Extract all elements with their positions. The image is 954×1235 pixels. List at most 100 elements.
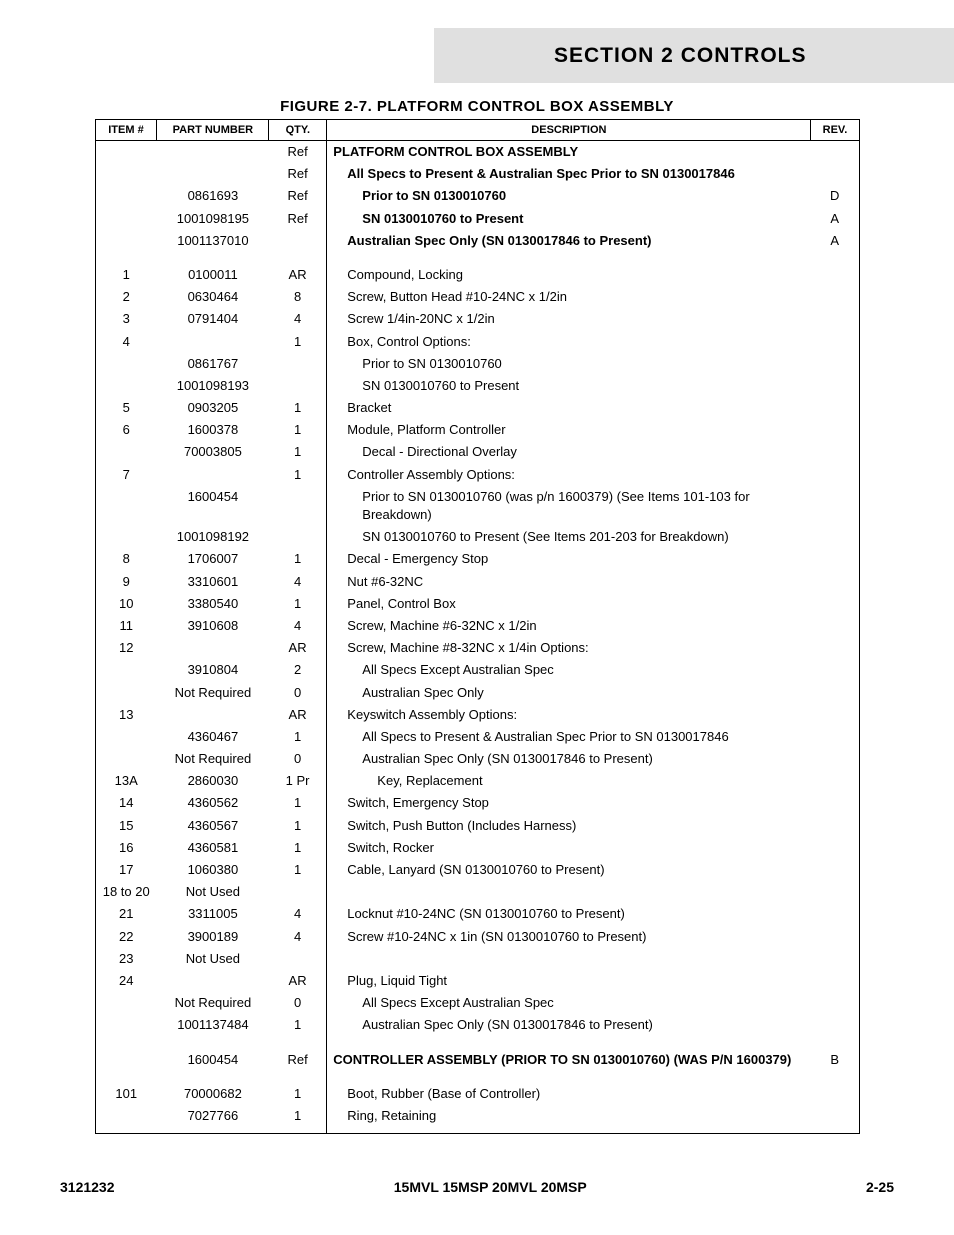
figure-title: FIGURE 2-7. PLATFORM CONTROL BOX ASSEMBL… <box>60 98 894 115</box>
cell-rev <box>811 970 859 992</box>
cell-desc <box>327 948 811 970</box>
table-row: 509032051Bracket <box>95 397 859 419</box>
cell-item <box>95 1049 157 1071</box>
cell-item <box>95 375 157 397</box>
cell-rev <box>811 748 859 770</box>
table-row: 1710603801Cable, Lanyard (SN 0130010760 … <box>95 859 859 881</box>
cell-desc: Keyswitch Assembly Options: <box>327 704 811 726</box>
cell-qty: 1 <box>269 397 327 419</box>
table-row: 43604671All Specs to Present & Australia… <box>95 726 859 748</box>
cell-desc: Panel, Control Box <box>327 593 811 615</box>
cell-rev <box>811 948 859 970</box>
cell-part: 4360567 <box>157 815 269 837</box>
cell-qty: AR <box>269 970 327 992</box>
table-row: 10011374841Australian Spec Only (SN 0130… <box>95 1014 859 1036</box>
table-row: 1001098192SN 0130010760 to Present (See … <box>95 526 859 548</box>
cell-desc: Decal - Directional Overlay <box>327 441 811 463</box>
table-row: 10100011ARCompound, Locking <box>95 264 859 286</box>
cell-part: 1001098192 <box>157 526 269 548</box>
cell-desc: Switch, Push Button (Includes Harness) <box>327 815 811 837</box>
header-item: ITEM # <box>95 120 157 141</box>
table-row: 0861767Prior to SN 0130010760 <box>95 353 859 375</box>
cell-item: 7 <box>95 464 157 486</box>
cell-rev <box>811 331 859 353</box>
cell-desc: Australian Spec Only (SN 0130017846 to P… <box>327 748 811 770</box>
cell-item <box>95 163 157 185</box>
cell-desc: Screw, Button Head #10-24NC x 1/2in <box>327 286 811 308</box>
cell-qty: 1 <box>269 792 327 814</box>
cell-desc: Prior to SN 0130010760 (was p/n 1600379)… <box>327 486 811 526</box>
cell-part <box>157 704 269 726</box>
footer-right: 2-25 <box>866 1179 894 1195</box>
table-row: 101700006821Boot, Rubber (Base of Contro… <box>95 1083 859 1105</box>
cell-item: 8 <box>95 548 157 570</box>
cell-qty <box>269 881 327 903</box>
table-row <box>95 252 859 264</box>
cell-item: 3 <box>95 308 157 330</box>
cell-desc: All Specs Except Australian Spec <box>327 659 811 681</box>
cell-item: 4 <box>95 331 157 353</box>
cell-part: 4360581 <box>157 837 269 859</box>
cell-rev <box>811 815 859 837</box>
cell-rev <box>811 486 859 526</box>
cell-rev <box>811 464 859 486</box>
cell-qty <box>269 375 327 397</box>
cell-item: 101 <box>95 1083 157 1105</box>
cell-qty: 1 <box>269 859 327 881</box>
cell-qty: AR <box>269 264 327 286</box>
cell-item: 5 <box>95 397 157 419</box>
cell-rev <box>811 548 859 570</box>
cell-item <box>95 726 157 748</box>
cell-part: 7027766 <box>157 1105 269 1134</box>
cell-part: 2860030 <box>157 770 269 792</box>
cell-desc: Decal - Emergency Stop <box>327 548 811 570</box>
cell-rev: B <box>811 1049 859 1071</box>
cell-qty: 1 <box>269 837 327 859</box>
cell-part <box>157 464 269 486</box>
cell-rev <box>811 526 859 548</box>
cell-part: 4360467 <box>157 726 269 748</box>
table-row: 23Not Used <box>95 948 859 970</box>
cell-qty: 1 <box>269 1014 327 1036</box>
cell-qty: 4 <box>269 903 327 925</box>
cell-desc: Australian Spec Only (SN 0130017846 to P… <box>327 230 811 252</box>
cell-rev <box>811 353 859 375</box>
cell-desc: All Specs to Present & Australian Spec P… <box>327 163 811 185</box>
table-row: 13ARKeyswitch Assembly Options: <box>95 704 859 726</box>
table-row: 206304648Screw, Button Head #10-24NC x 1… <box>95 286 859 308</box>
cell-item: 10 <box>95 593 157 615</box>
cell-qty: Ref <box>269 141 327 164</box>
header-qty: QTY. <box>269 120 327 141</box>
cell-desc: Controller Assembly Options: <box>327 464 811 486</box>
cell-desc: Australian Spec Only <box>327 682 811 704</box>
cell-rev <box>811 659 859 681</box>
table-row: 71Controller Assembly Options: <box>95 464 859 486</box>
cell-rev <box>811 1105 859 1134</box>
cell-part: 3380540 <box>157 593 269 615</box>
cell-part <box>157 637 269 659</box>
table-row <box>95 1037 859 1049</box>
cell-part: Not Required <box>157 992 269 1014</box>
cell-part: 0791404 <box>157 308 269 330</box>
table-row: 1600454RefCONTROLLER ASSEMBLY (PRIOR TO … <box>95 1049 859 1071</box>
table-row: 2239001894Screw #10-24NC x 1in (SN 01300… <box>95 926 859 948</box>
cell-item: 16 <box>95 837 157 859</box>
cell-desc: Module, Platform Controller <box>327 419 811 441</box>
cell-part: 70000682 <box>157 1083 269 1105</box>
cell-item: 15 <box>95 815 157 837</box>
cell-qty: 1 <box>269 726 327 748</box>
cell-desc: Nut #6-32NC <box>327 571 811 593</box>
cell-rev <box>811 726 859 748</box>
cell-item <box>95 353 157 375</box>
table-row: 70277661Ring, Retaining <box>95 1105 859 1134</box>
cell-part: 70003805 <box>157 441 269 463</box>
cell-item <box>95 659 157 681</box>
table-row: 18 to 20Not Used <box>95 881 859 903</box>
cell-part: 1001137484 <box>157 1014 269 1036</box>
cell-desc: All Specs to Present & Australian Spec P… <box>327 726 811 748</box>
cell-rev <box>811 286 859 308</box>
cell-rev <box>811 571 859 593</box>
footer: 3121232 15MVL 15MSP 20MVL 20MSP 2-25 <box>60 1179 894 1195</box>
cell-part: Not Required <box>157 682 269 704</box>
cell-part: 1600454 <box>157 486 269 526</box>
